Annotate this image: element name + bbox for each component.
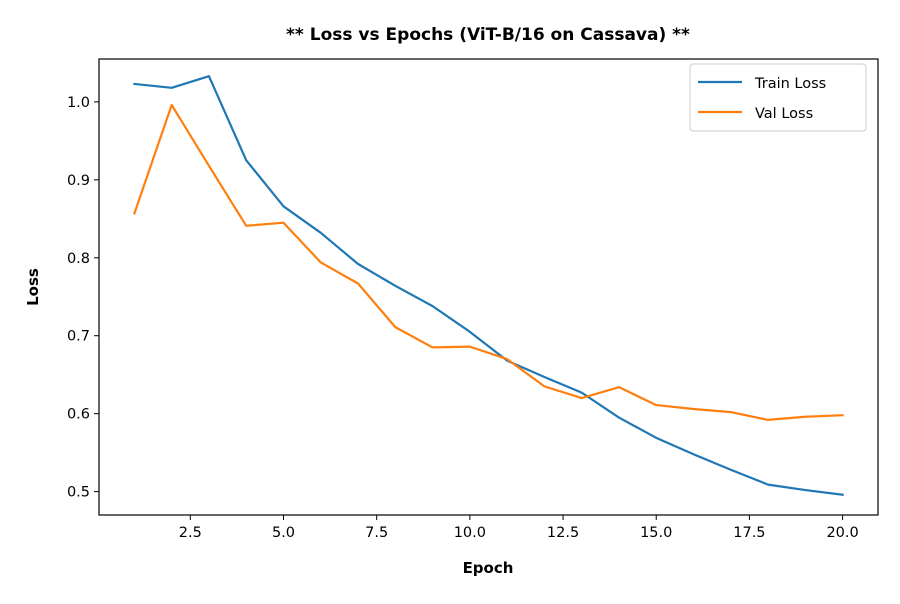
- y-tick-label: 0.7: [67, 329, 90, 345]
- y-tick-label: 0.9: [67, 173, 90, 189]
- x-tick-label: 7.5: [365, 525, 388, 541]
- x-axis-label: Epoch: [463, 559, 514, 577]
- legend-label-train-loss: Train Loss: [754, 76, 826, 92]
- plot-frame: [98, 58, 879, 516]
- y-tick-label: 0.8: [67, 251, 90, 267]
- x-tick-label: 10.0: [454, 525, 486, 541]
- y-tick-label: 0.6: [67, 407, 90, 423]
- y-axis-label: Loss: [24, 268, 42, 306]
- legend: Train Loss Val Loss: [689, 63, 867, 132]
- chart-title: ** Loss vs Epochs (ViT-B/16 on Cassava) …: [286, 25, 690, 45]
- legend-label-val-loss: Val Loss: [755, 106, 813, 122]
- x-tick-label: 17.5: [733, 525, 765, 541]
- series-line-train-loss: [133, 75, 844, 496]
- series-line-val-loss: [133, 103, 844, 421]
- x-tick-label: 15.0: [640, 525, 672, 541]
- y-axis-ticks: 0.5 0.6 0.7 0.8 0.9 1.0: [67, 95, 99, 501]
- x-tick-label: 12.5: [547, 525, 579, 541]
- legend-box: [689, 63, 867, 132]
- x-tick-label: 2.5: [179, 525, 202, 541]
- y-tick-label: 1.0: [67, 95, 90, 111]
- y-tick-label: 0.5: [67, 485, 90, 501]
- x-tick-label: 5.0: [272, 525, 295, 541]
- plot-lines: [133, 75, 844, 496]
- x-axis-ticks: 2.5 5.0 7.5 10.0 12.5 15.0 17.5 20.0: [179, 515, 859, 541]
- x-tick-label: 20.0: [826, 525, 858, 541]
